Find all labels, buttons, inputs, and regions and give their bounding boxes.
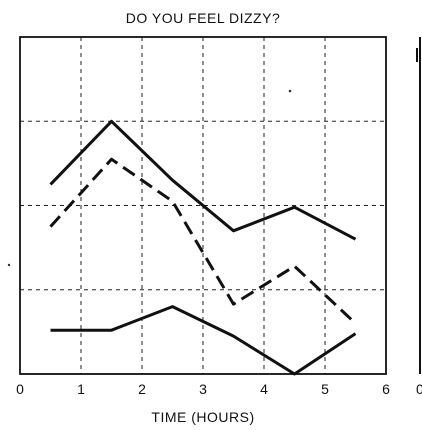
chart-title: DO YOU FEEL DIZZY?	[126, 10, 280, 26]
x-axis-label: TIME (HOURS)	[151, 409, 254, 425]
plot-frame	[19, 36, 387, 375]
speck-mark	[288, 89, 292, 93]
series-line-3	[50, 305, 357, 376]
x-tick-label: 3	[199, 381, 207, 397]
x-tick-label: 5	[321, 381, 329, 397]
series-line-2	[49, 157, 357, 325]
x-tick-label: 4	[260, 381, 268, 397]
x-tick-label: 6	[382, 381, 390, 397]
next-panel-tick-label: 0	[416, 381, 422, 397]
x-tick-label: 1	[77, 381, 85, 397]
x-tick-label: 0	[16, 381, 24, 397]
series-line-1	[49, 119, 357, 241]
x-tick-label: 2	[138, 381, 146, 397]
speck-mark	[7, 263, 11, 267]
